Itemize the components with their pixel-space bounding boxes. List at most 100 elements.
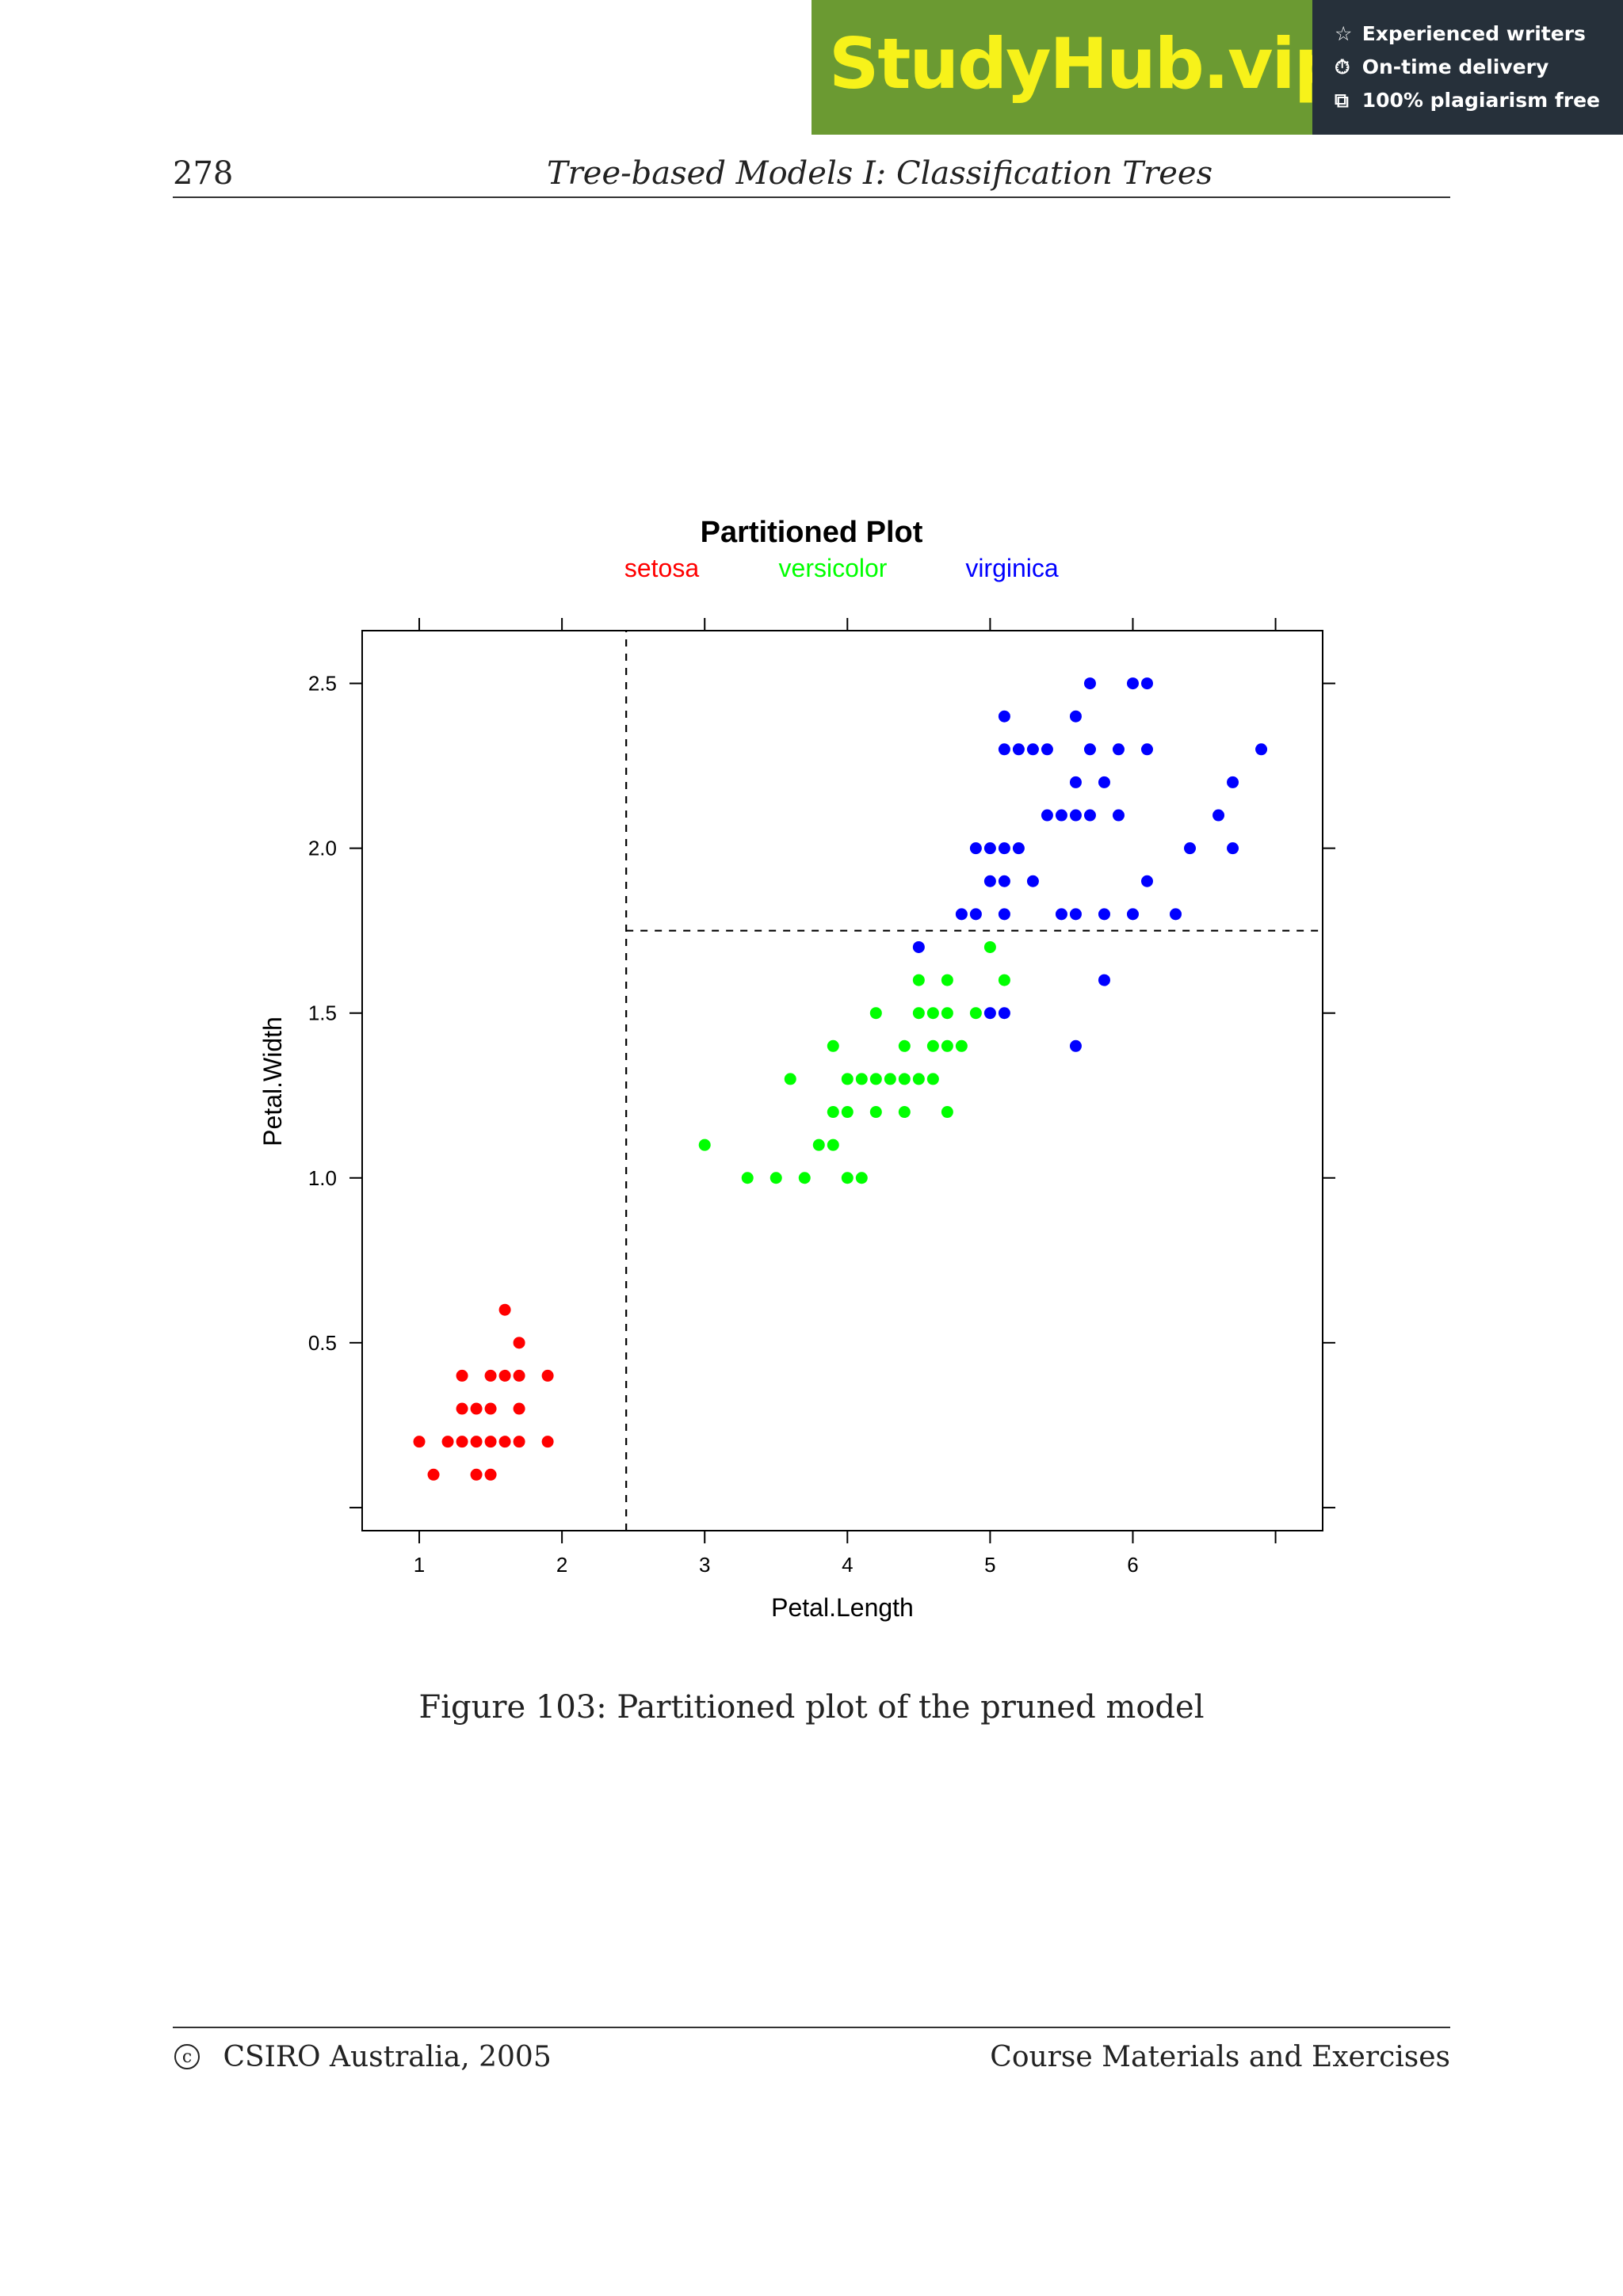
point-virginica [998,743,1010,756]
legend-entry-virginica: virginica [965,554,1059,582]
point-versicolor [841,1106,854,1119]
point-versicolor [941,1039,953,1052]
point-versicolor [798,1172,811,1184]
point-versicolor [998,974,1010,986]
point-virginica [983,842,996,855]
point-setosa [427,1468,440,1481]
point-versicolor [827,1138,839,1151]
point-versicolor [869,1073,882,1085]
partitioned-scatter-chart: Partitioned Plot setosa versicolor virgini… [258,516,1335,1622]
footer-course: Course Materials and Exercises [990,2041,1450,2073]
point-setosa [413,1436,426,1448]
point-versicolor [869,1007,882,1020]
point-virginica [1255,743,1268,756]
point-setosa [470,1468,483,1481]
point-versicolor [941,1106,953,1119]
y-tick-label: 2.0 [308,837,337,860]
point-versicolor [812,1138,825,1151]
point-versicolor [769,1172,782,1184]
banner-badges-panel [1312,0,1623,135]
point-versicolor [926,1007,939,1020]
point-virginica [1026,875,1039,887]
point-versicolor [855,1172,868,1184]
point-virginica [1055,908,1067,921]
figure-caption: Figure 103: Partitioned plot of the prun… [418,1689,1205,1726]
chart-legend: setosa versicolor virginica [624,554,1059,582]
ad-banner[interactable]: StudyHub.vip ☆ Experienced writers ⏱ On-… [812,0,1623,135]
point-virginica [955,908,968,921]
banner-badge-plagiarism: ⧉ 100% plagiarism free [1335,89,1600,113]
banner-badge-writers: ☆ Experienced writers [1335,22,1586,45]
point-virginica [969,842,982,855]
point-setosa [484,1468,497,1481]
banner-brand-panel[interactable]: StudyHub.vip [812,0,1344,135]
point-virginica [998,908,1010,921]
point-setosa [456,1402,468,1415]
y-tick-label: 2.5 [308,672,337,696]
x-tick-label: 3 [699,1553,710,1577]
banner-badge-text: 100% plagiarism free [1361,89,1600,112]
axis-ticks [349,618,1335,1543]
point-virginica [983,1007,996,1020]
point-versicolor [926,1039,939,1052]
point-versicolor [969,1007,982,1020]
point-setosa [513,1436,525,1448]
point-virginica [1083,677,1096,690]
point-setosa [456,1369,468,1382]
banner-badge-text: Experienced writers [1361,22,1586,45]
point-virginica [1069,776,1082,788]
running-title: Tree-based Models I: Classification Tree… [547,155,1213,192]
footer-copyright: c CSIRO Australia, 2005 [173,2041,552,2073]
brand-logo-text[interactable]: StudyHub.vip [829,23,1344,105]
point-setosa [498,1303,511,1316]
page-number: 278 [173,155,234,192]
point-virginica [998,842,1010,855]
chart-title: Partitioned Plot [701,516,923,549]
y-tick-label: 1.0 [308,1166,337,1190]
point-virginica [1012,743,1025,756]
point-versicolor [841,1073,854,1085]
point-virginica [1069,809,1082,822]
point-versicolor [898,1073,911,1085]
clock-icon: ⏱ [1335,55,1350,78]
point-virginica [998,710,1010,723]
banner-badge-text: On-time delivery [1361,55,1549,78]
point-virginica [1098,974,1110,986]
point-setosa [513,1369,525,1382]
point-versicolor [827,1039,839,1052]
point-versicolor [827,1106,839,1119]
x-tick-label: 6 [1127,1553,1138,1577]
point-virginica [1140,677,1153,690]
point-virginica [1126,677,1139,690]
point-versicolor [941,974,953,986]
point-virginica [1012,842,1025,855]
point-virginica [1069,908,1082,921]
point-virginica [1170,908,1182,921]
point-setosa [470,1436,483,1448]
x-tick-label: 2 [556,1553,567,1577]
point-setosa [484,1402,497,1415]
point-virginica [912,940,925,953]
point-versicolor [841,1172,854,1184]
point-versicolor [912,1073,925,1085]
point-virginica [1098,908,1110,921]
point-setosa [484,1369,497,1382]
point-versicolor [741,1172,754,1184]
point-versicolor [855,1073,868,1085]
point-setosa [498,1436,511,1448]
point-virginica [1112,809,1125,822]
partition-lines [625,631,1323,1531]
point-setosa [541,1436,554,1448]
x-axis-label: Petal.Length [771,1593,914,1622]
point-virginica [1098,776,1110,788]
x-tick-label: 4 [842,1553,853,1577]
point-virginica [1041,809,1053,822]
point-virginica [1069,710,1082,723]
point-virginica [998,875,1010,887]
footer-rule [173,2027,1450,2028]
point-setosa [541,1369,554,1382]
point-virginica [1212,809,1225,822]
point-virginica [1069,1039,1082,1052]
point-versicolor [983,940,996,953]
point-virginica [998,1007,1010,1020]
